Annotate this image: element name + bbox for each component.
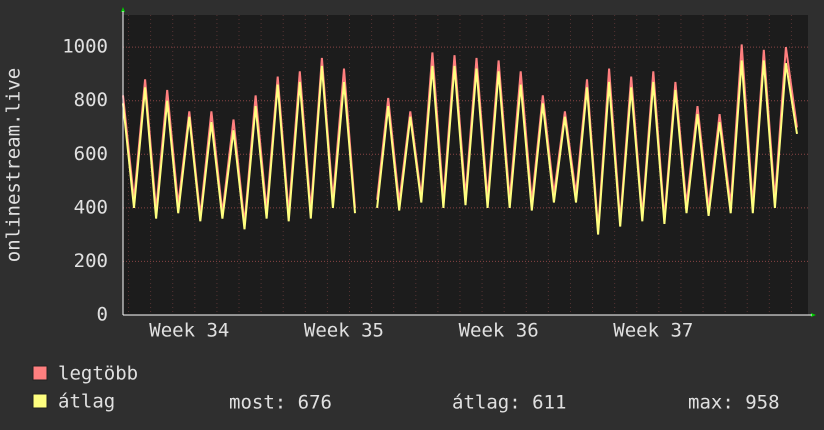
plot-area (123, 15, 808, 315)
x-tick-label: Week 37 (613, 320, 693, 342)
y-tick-label: 400 (74, 196, 108, 218)
y-tick-label: 800 (74, 89, 108, 111)
legend-label: átlag (58, 391, 115, 413)
x-tick-label: Week 34 (149, 320, 229, 342)
y-tick-label: 0 (97, 304, 108, 326)
axis-arrow (121, 7, 125, 12)
y-tick-label: 1000 (62, 36, 108, 58)
axis-arrow (811, 313, 816, 317)
series-line (122, 60, 798, 235)
x-tick-label: Week 36 (459, 320, 539, 342)
stat: most: 676 (229, 392, 332, 414)
y-tick-label: 200 (74, 250, 108, 272)
stat: átlag: 611 (452, 392, 566, 414)
legend-label: legtöbb (58, 363, 138, 385)
y-axis-label: onlinestream.live (3, 68, 25, 262)
stat: max: 958 (688, 392, 780, 414)
x-tick-label: Week 35 (304, 320, 384, 342)
legend-swatch (32, 365, 48, 381)
y-tick-label: 600 (74, 143, 108, 165)
legend-swatch (32, 393, 48, 409)
